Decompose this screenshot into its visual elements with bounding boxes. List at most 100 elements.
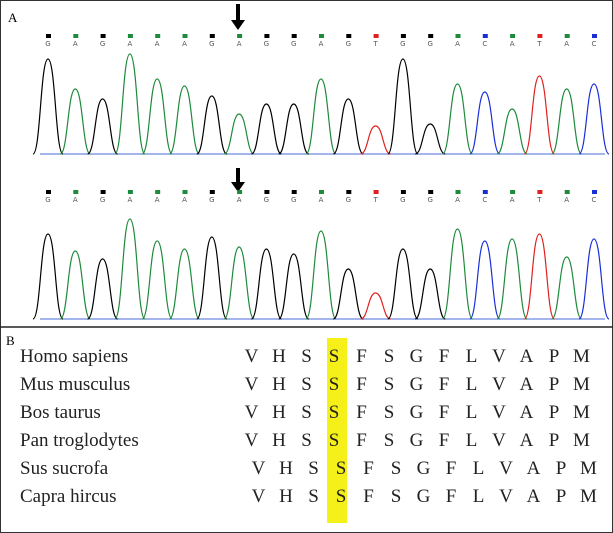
base-call: G [346,40,351,48]
residue: S [336,486,348,507]
base-call: G [264,40,269,48]
base-marker [46,190,51,194]
residue: G [410,346,425,367]
base-call: G [400,196,405,204]
base-call: G [100,196,105,204]
base-marker [264,34,269,38]
base-marker [592,34,597,38]
base-call: G [400,40,405,48]
base-marker [237,34,242,38]
base-marker [537,190,542,194]
base-marker [183,34,188,38]
residue: L [473,486,486,507]
residue: V [499,486,514,507]
base-call: T [372,196,378,204]
base-marker [537,34,542,38]
base-marker [292,34,297,38]
residue: H [272,346,287,367]
residue: S [391,458,403,479]
residue: F [446,486,458,507]
base-marker [319,190,324,194]
residue: S [301,402,313,423]
residue: G [410,430,425,451]
residue: V [492,346,507,367]
residue: S [329,430,341,451]
base-marker [401,34,406,38]
base-call: G [45,196,50,204]
base-marker [592,190,597,194]
base-call: A [155,40,160,48]
base-call: A [73,196,78,204]
base-marker [210,34,215,38]
residue: S [329,374,341,395]
residue: M [573,374,591,395]
base-call: A [73,40,78,48]
base-call: A [155,196,160,204]
base-call: A [182,196,187,204]
residue: L [466,374,479,395]
base-call: A [128,40,133,48]
residue: V [499,458,514,479]
base-marker [401,190,406,194]
residue: H [272,430,287,451]
base-call: T [536,40,542,48]
residue: M [573,346,591,367]
base-marker [510,34,515,38]
base-call: G [427,40,432,48]
base-marker [374,34,379,38]
residue: F [439,346,451,367]
base-marker [155,190,160,194]
residue: A [527,486,542,507]
residue: V [492,430,507,451]
base-marker [128,190,133,194]
residue: M [580,458,598,479]
residue: S [336,458,348,479]
base-call: C [482,196,487,204]
residue: F [356,346,368,367]
residue: F [439,430,451,451]
residue: L [466,430,479,451]
residue: S [308,458,320,479]
residue: A [520,430,535,451]
base-marker [456,34,461,38]
base-call: T [536,196,542,204]
base-marker [565,190,570,194]
base-call: T [372,40,378,48]
residue: A [527,458,542,479]
panel-label: B [6,333,15,348]
base-marker [73,34,78,38]
residue: S [384,374,396,395]
base-call: A [237,196,242,204]
base-call: C [592,196,597,204]
base-marker [101,190,106,194]
base-call: G [100,40,105,48]
base-call: A [128,196,133,204]
base-call: G [346,196,351,204]
base-marker [428,34,433,38]
residue: F [439,402,451,423]
base-call: G [291,196,296,204]
base-marker [456,190,461,194]
residue: S [308,486,320,507]
base-marker [128,34,133,38]
residue: G [410,374,425,395]
residue: V [252,486,267,507]
residue: A [520,346,535,367]
residue: V [245,374,260,395]
base-marker [237,190,242,194]
residue: V [252,458,267,479]
base-marker [183,190,188,194]
species-name: Bos taurus [20,402,101,423]
residue: V [245,430,260,451]
base-call: A [455,196,460,204]
base-call: A [237,40,242,48]
base-call: A [564,196,569,204]
base-marker [374,190,379,194]
residue: L [466,402,479,423]
residue: A [520,402,535,423]
panel-label: A [8,10,18,25]
residue: H [272,402,287,423]
base-call: A [510,196,515,204]
base-call: A [510,40,515,48]
residue: S [384,346,396,367]
